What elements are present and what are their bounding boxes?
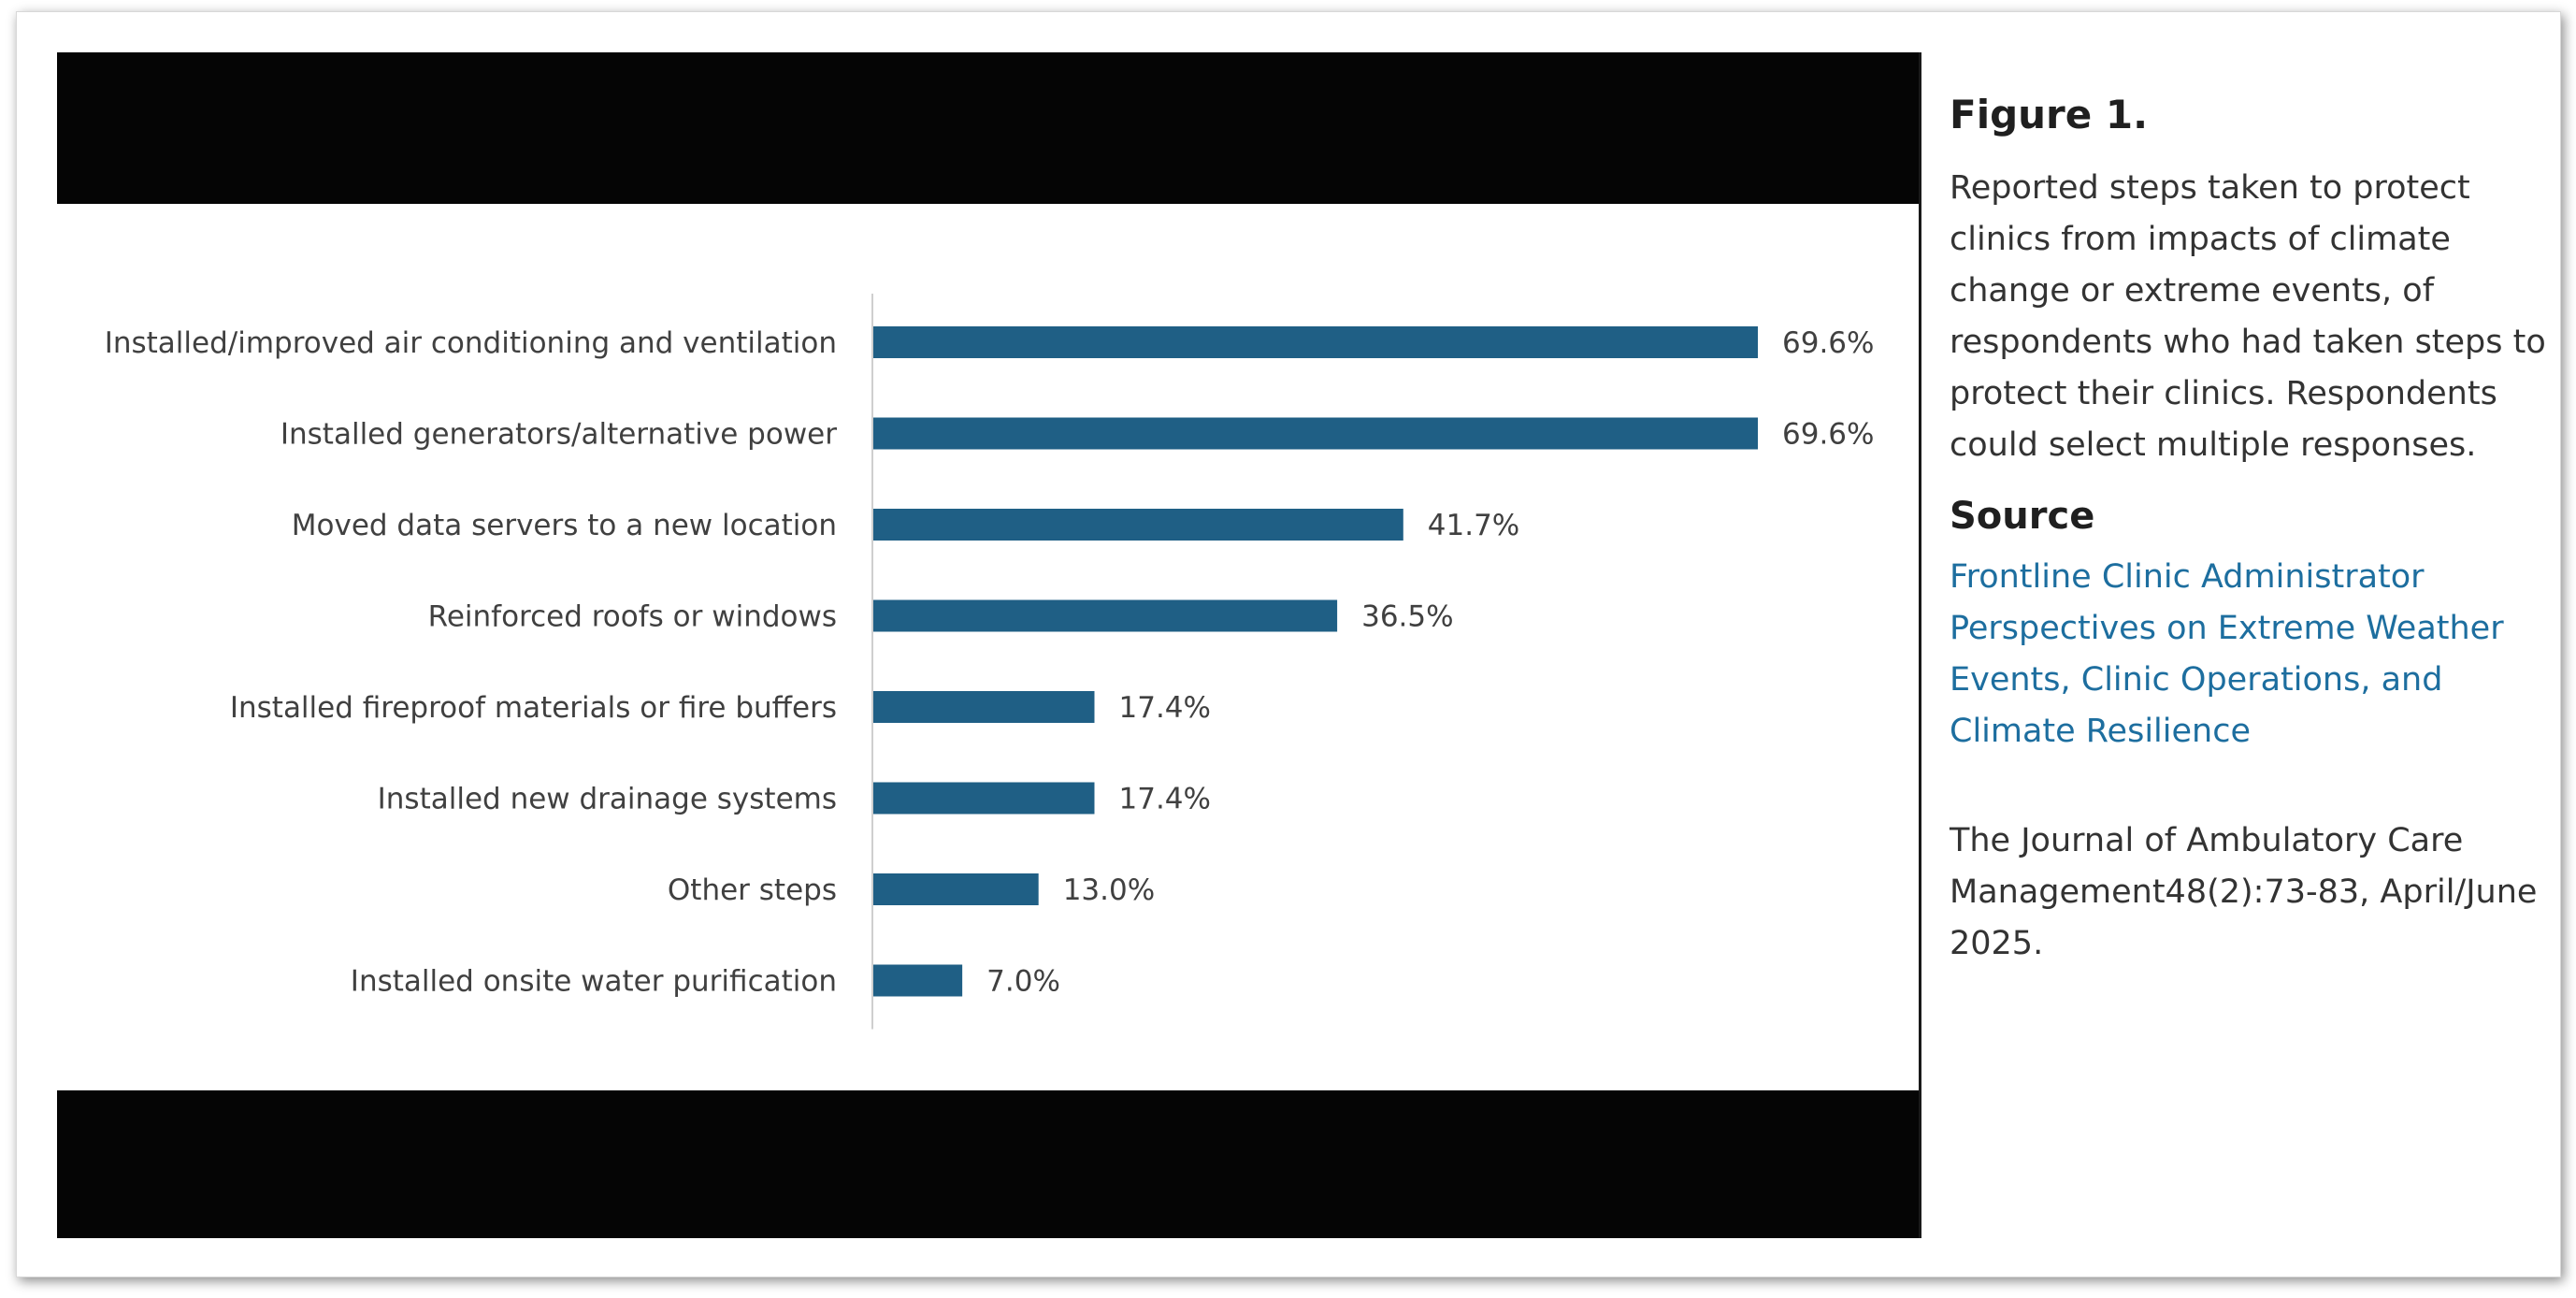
figure-caption: Reported steps taken to protect clinics … (1950, 169, 2546, 464)
bar (873, 873, 1039, 905)
category-label: Other steps (668, 873, 837, 907)
data-label: 7.0% (986, 965, 1060, 999)
data-label: 36.5% (1361, 600, 1453, 634)
data-label: 69.6% (1782, 326, 1874, 360)
category-label: Installed generators/alternative power (281, 418, 837, 452)
bar (873, 509, 1403, 541)
bar (873, 599, 1338, 632)
chart-area: Installed/improved air conditioning and … (57, 204, 1921, 1090)
category-label: Installed/improved air conditioning and … (105, 326, 837, 360)
video-band-bottom (57, 1090, 1921, 1238)
bar (873, 326, 1758, 358)
category-label: Reinforced roofs or windows (428, 600, 837, 634)
bar (873, 417, 1758, 450)
bar (873, 782, 1095, 815)
data-label: 17.4% (1119, 783, 1211, 816)
category-label: Installed fireproof materials or fire bu… (230, 691, 837, 725)
figure-title: Figure 1. (1950, 92, 2149, 137)
source-link[interactable]: Frontline Clinic Administrator Perspecti… (1950, 558, 2504, 750)
source-heading: Source (1950, 495, 2095, 538)
category-label: Moved data servers to a new location (292, 509, 837, 542)
bar (873, 964, 963, 997)
divider-line (1919, 52, 1921, 1238)
data-label: 13.0% (1063, 873, 1155, 907)
bar (873, 691, 1095, 723)
data-label: 17.4% (1119, 691, 1211, 725)
video-band-top (57, 52, 1921, 204)
data-label: 69.6% (1782, 418, 1874, 452)
category-label: Installed onsite water purification (351, 965, 837, 999)
figure-sidebar: Figure 1. Reported steps taken to protec… (1950, 86, 2548, 970)
category-label: Installed new drainage systems (378, 783, 837, 816)
bar-chart: Installed/improved air conditioning and … (105, 294, 1874, 1030)
journal-citation: The Journal of Ambulatory Care Managemen… (1950, 822, 2538, 962)
data-label: 41.7% (1428, 509, 1519, 542)
